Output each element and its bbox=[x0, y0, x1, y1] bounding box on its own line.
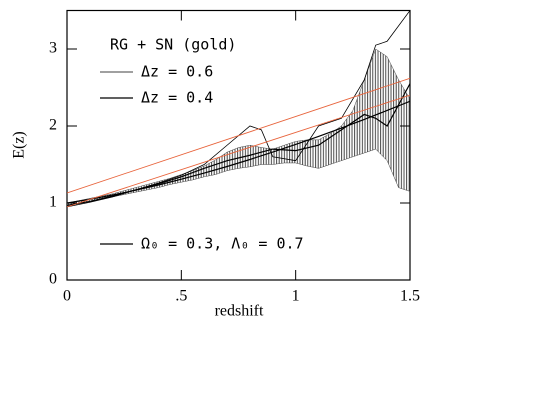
y-axis-label: E(z) bbox=[11, 131, 28, 159]
series-line bbox=[67, 94, 410, 208]
x-tick-label: 1.5 bbox=[400, 288, 420, 305]
x-tick-label: .5 bbox=[175, 288, 187, 305]
x-tick-label: 0 bbox=[63, 288, 71, 305]
series-line bbox=[67, 77, 410, 194]
series-line bbox=[67, 100, 410, 204]
error-band bbox=[67, 48, 410, 207]
y-tick-label: 1 bbox=[49, 194, 57, 211]
y-tick-label: 3 bbox=[49, 40, 57, 57]
y-tick-label: 0 bbox=[49, 271, 57, 288]
legend-label: Δz = 0.6 bbox=[141, 63, 213, 81]
x-axis-label: redshift bbox=[215, 303, 264, 320]
annotation: RG + SN (gold) bbox=[110, 36, 236, 54]
x-tick-label: 1 bbox=[292, 288, 300, 305]
plot-area bbox=[67, 10, 410, 208]
legend-label: Δz = 0.4 bbox=[141, 89, 213, 107]
legend-label: Ω₀ = 0.3, Λ₀ = 0.7 bbox=[141, 235, 304, 253]
y-tick-label: 2 bbox=[49, 117, 57, 134]
